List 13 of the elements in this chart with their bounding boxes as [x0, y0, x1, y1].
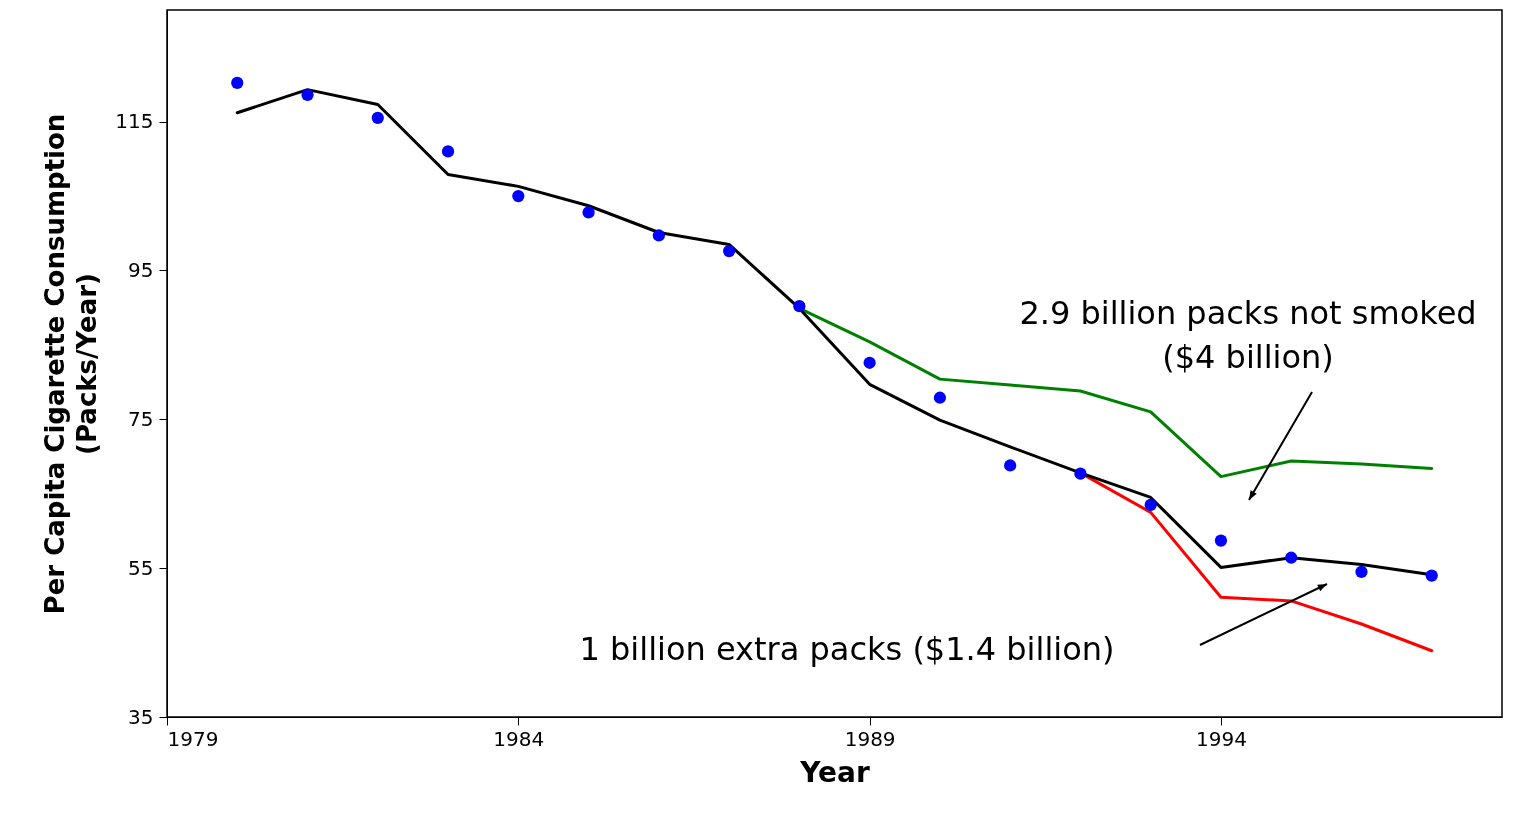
- x-axis-title: Year: [799, 755, 870, 789]
- y-tick-label: 115: [115, 109, 154, 134]
- y-tick-label: 75: [128, 406, 154, 431]
- y-tick-label: 55: [128, 555, 154, 580]
- x-tick-label: 1989: [844, 726, 896, 751]
- x-tick-label: 1984: [493, 726, 545, 751]
- annotation: 2.9 billion packs not smoked ($4 billion): [1019, 294, 1477, 376]
- x-tick-label: 1979: [167, 726, 219, 751]
- x-tick-label: 1994: [1195, 726, 1247, 751]
- annotation: 1 billion extra packs ($1.4 billion): [579, 630, 1115, 668]
- y-tick-label: 35: [128, 704, 154, 729]
- y-axis-title: Per Capita Cigarette Consumption (Packs/Year): [40, 113, 103, 615]
- y-tick-label: 95: [128, 257, 154, 282]
